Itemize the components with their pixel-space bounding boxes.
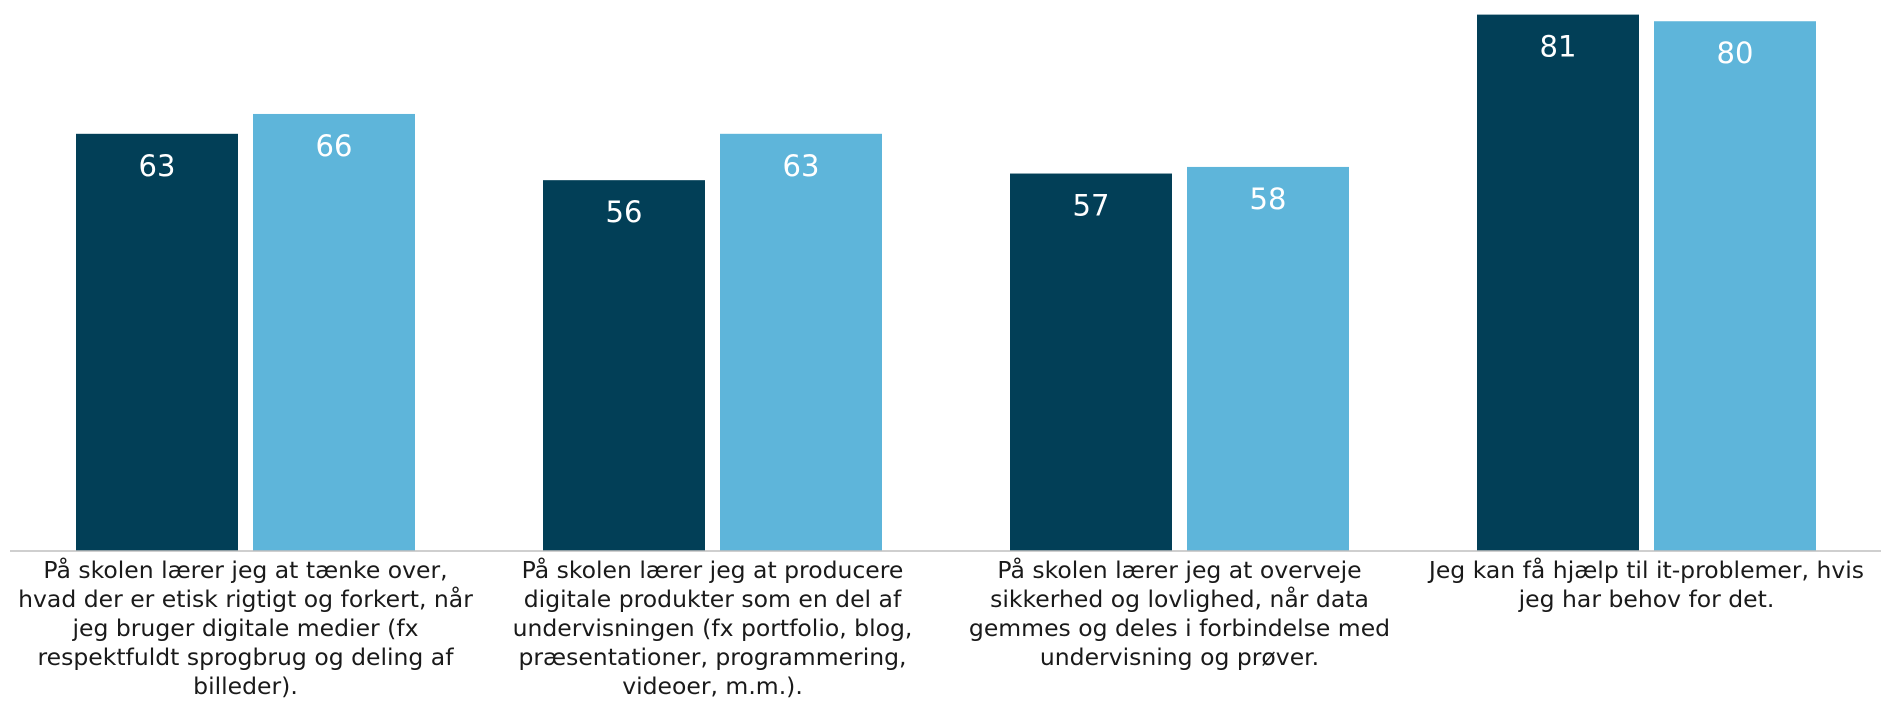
value-label: 56 [606,195,643,229]
bar [1010,173,1172,552]
category-label: På skolen lærer jeg at overveje sikkerhe… [968,556,1391,671]
bar [1654,21,1816,552]
value-label: 63 [139,149,176,183]
value-label: 80 [1717,36,1754,70]
value-label: 81 [1540,30,1577,64]
category-label: På skolen lærer jeg at producere digital… [512,556,913,700]
bar [253,113,415,551]
bar [720,133,882,551]
value-label: 58 [1250,182,1287,216]
value-label: 66 [316,129,353,163]
value-label: 57 [1073,189,1110,223]
bar [76,133,238,551]
bar [543,180,705,552]
category-label: Jeg kan få hjælp til it-problemer, hvis … [1428,556,1865,613]
bar [1187,166,1349,552]
category-label: På skolen lærer jeg at tænke over, hvad … [18,556,473,700]
bar [1477,14,1639,552]
value-label: 63 [783,149,820,183]
